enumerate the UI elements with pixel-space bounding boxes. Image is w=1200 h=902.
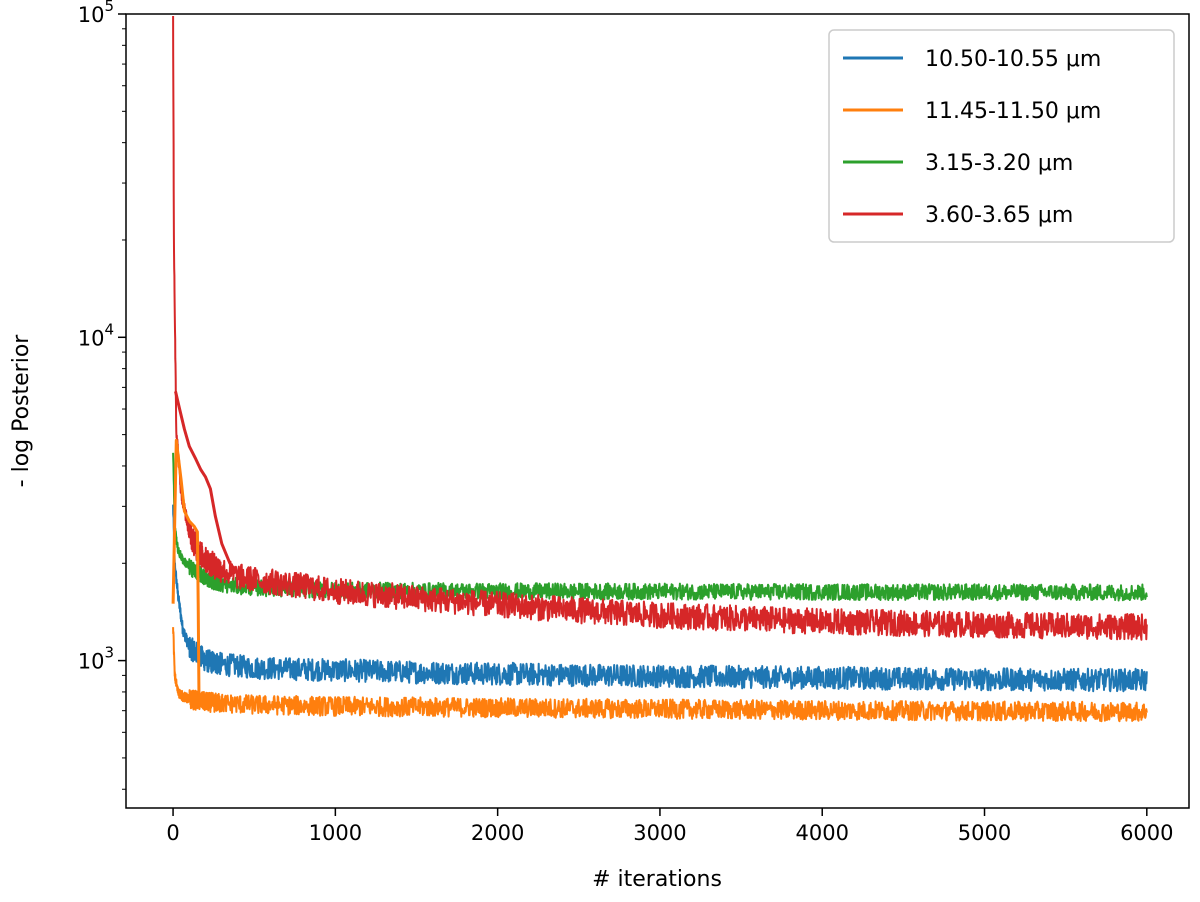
legend-label: 11.45-11.50 μm	[925, 99, 1101, 124]
x-tick-label: 0	[166, 821, 179, 845]
series-line-1	[172, 504, 1148, 693]
y-tick-base: 10	[78, 326, 105, 350]
transient-line-1	[171, 438, 201, 700]
x-tick-label: 1000	[309, 821, 362, 845]
y-axis-label: - log Posterior	[9, 334, 34, 488]
y-tick-base: 10	[78, 3, 105, 27]
x-tick-label: 6000	[1120, 821, 1173, 845]
legend-label: 3.15-3.20 μm	[925, 151, 1073, 176]
y-tick-label: 105	[78, 0, 114, 27]
y-tick-label: 104	[78, 320, 114, 350]
y-tick-exponent: 3	[104, 644, 114, 662]
plot-frame	[125, 13, 1190, 809]
transient-layer	[171, 391, 240, 700]
legend: 10.50-10.55 μm 11.45-11.50 μm 3.15-3.20 μm…	[828, 29, 1175, 243]
x-tick-label: 2000	[471, 821, 524, 845]
series-line-4	[172, 15, 1148, 641]
x-axis-label: # iterations	[592, 867, 722, 892]
x-tick-label: 5000	[958, 821, 1011, 845]
x-axis: 0 1000 2000 3000 4000 5000 6000	[166, 808, 1174, 845]
y-tick-label: 103	[78, 644, 114, 674]
series-line-2	[172, 627, 1148, 723]
x-tick-label: 4000	[795, 821, 848, 845]
y-tick-exponent: 4	[104, 320, 114, 338]
y-tick-base: 10	[78, 650, 105, 674]
series-layer	[172, 15, 1148, 723]
legend-label: 3.60-3.65 μm	[925, 203, 1073, 228]
transient-line-2	[174, 391, 240, 576]
y-tick-exponent: 5	[104, 0, 114, 15]
x-tick-label: 3000	[633, 821, 686, 845]
legend-frame	[828, 29, 1175, 243]
legend-label: 10.50-10.55 μm	[925, 47, 1101, 72]
